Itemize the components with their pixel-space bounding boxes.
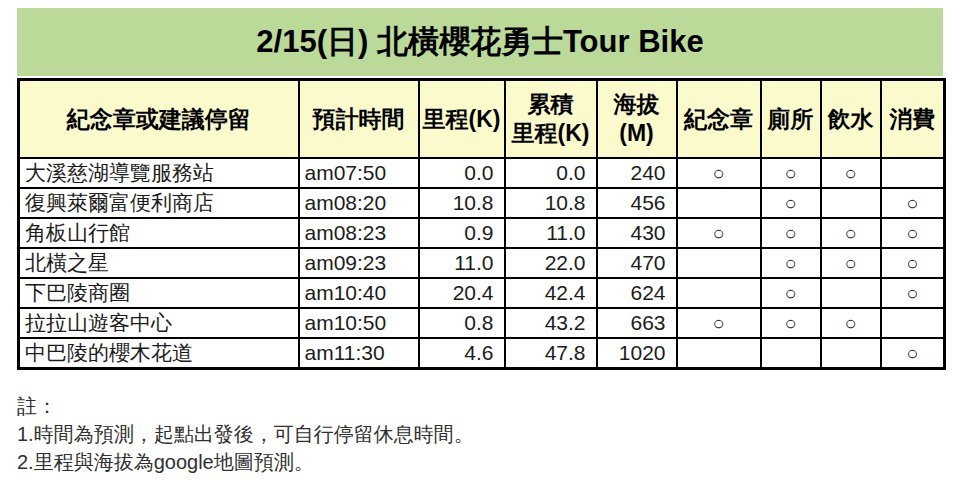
eta-value: am10:50 — [299, 308, 419, 338]
header-row: 紀念章或建議停留 預計時間 里程(K) 累積 里程(K) 海拔 (M) 紀念章 … — [19, 80, 945, 159]
stamp-circle-mark: ○ — [677, 218, 761, 248]
cumulative-distance-value: 10.8 — [505, 188, 597, 218]
table-row: 北橫之星 am09:23 11.0 22.0 470 ○ ○ ○ — [19, 248, 945, 278]
cumulative-distance-value: 22.0 — [505, 248, 597, 278]
table-row: 角板山行館 am08:23 0.9 11.0 430 ○ ○ ○ ○ — [19, 218, 945, 248]
eta-value: am11:30 — [299, 338, 419, 369]
distance-value: 11.0 — [419, 248, 505, 278]
elevation-value: 240 — [597, 158, 677, 188]
stop-name: 復興萊爾富便利商店 — [19, 188, 299, 218]
distance-value: 0.9 — [419, 218, 505, 248]
page: 2/15(日) 北橫櫻花勇士Tour Bike 紀念章或建議停留 預計時間 里程… — [0, 0, 955, 476]
stop-name: 中巴陵的櫻木花道 — [19, 338, 299, 369]
cumulative-distance-value: 11.0 — [505, 218, 597, 248]
elevation-value: 624 — [597, 278, 677, 308]
col-header-cumulative-distance: 累積 里程(K) — [505, 80, 597, 159]
stamp-circle-mark — [677, 188, 761, 218]
cumulative-distance-value: 47.8 — [505, 338, 597, 369]
footnote-line: 1.時間為預測，起點出發後，可自行停留休息時間。 — [17, 420, 943, 448]
water-circle-mark: ○ — [821, 248, 881, 278]
stop-name: 北橫之星 — [19, 248, 299, 278]
cumulative-distance-value: 0.0 — [505, 158, 597, 188]
table-row: 下巴陵商圈 am10:40 20.4 42.4 624 ○ ○ — [19, 278, 945, 308]
tour-schedule-table: 紀念章或建議停留 預計時間 里程(K) 累積 里程(K) 海拔 (M) 紀念章 … — [17, 78, 946, 370]
table-row: 大溪慈湖導覽服務站 am07:50 0.0 0.0 240 ○ ○ ○ — [19, 158, 945, 188]
stamp-circle-mark: ○ — [677, 308, 761, 338]
eta-value: am07:50 — [299, 158, 419, 188]
toilet-circle-mark: ○ — [761, 248, 821, 278]
elevation-value: 663 — [597, 308, 677, 338]
table-row: 拉拉山遊客中心 am10:50 0.8 43.2 663 ○ ○ ○ — [19, 308, 945, 338]
distance-value: 0.8 — [419, 308, 505, 338]
toilet-circle-mark: ○ — [761, 308, 821, 338]
col-header-shopping: 消費 — [881, 80, 945, 159]
stop-name: 大溪慈湖導覽服務站 — [19, 158, 299, 188]
shopping-circle-mark: ○ — [881, 338, 945, 369]
water-circle-mark: ○ — [821, 158, 881, 188]
stamp-circle-mark: ○ — [677, 158, 761, 188]
toilet-circle-mark: ○ — [761, 158, 821, 188]
col-header-toilet: 廁所 — [761, 80, 821, 159]
table-row: 復興萊爾富便利商店 am08:20 10.8 10.8 456 ○ ○ — [19, 188, 945, 218]
eta-value: am08:23 — [299, 218, 419, 248]
page-title: 2/15(日) 北橫櫻花勇士Tour Bike — [17, 8, 943, 76]
col-header-elevation: 海拔 (M) — [597, 80, 677, 159]
water-circle-mark: ○ — [821, 308, 881, 338]
water-circle-mark — [821, 278, 881, 308]
shopping-circle-mark — [881, 308, 945, 338]
table-row: 中巴陵的櫻木花道 am11:30 4.6 47.8 1020 ○ — [19, 338, 945, 369]
col-header-eta: 預計時間 — [299, 80, 419, 159]
col-header-stop: 紀念章或建議停留 — [19, 80, 299, 159]
water-circle-mark: ○ — [821, 218, 881, 248]
footnotes: 註： 1.時間為預測，起點出發後，可自行停留休息時間。 2.里程與海拔為goog… — [17, 392, 943, 476]
elevation-value: 470 — [597, 248, 677, 278]
distance-value: 0.0 — [419, 158, 505, 188]
stamp-circle-mark — [677, 248, 761, 278]
elevation-value: 456 — [597, 188, 677, 218]
eta-value: am09:23 — [299, 248, 419, 278]
elevation-value: 430 — [597, 218, 677, 248]
footnote-line: 2.里程與海拔為google地圖預測。 — [17, 448, 943, 476]
shopping-circle-mark: ○ — [881, 248, 945, 278]
eta-value: am10:40 — [299, 278, 419, 308]
stop-name: 拉拉山遊客中心 — [19, 308, 299, 338]
shopping-circle-mark: ○ — [881, 188, 945, 218]
distance-value: 10.8 — [419, 188, 505, 218]
col-header-water: 飲水 — [821, 80, 881, 159]
stop-name: 下巴陵商圈 — [19, 278, 299, 308]
eta-value: am08:20 — [299, 188, 419, 218]
stamp-circle-mark — [677, 338, 761, 369]
toilet-circle-mark — [761, 338, 821, 369]
elevation-value: 1020 — [597, 338, 677, 369]
col-header-distance: 里程(K) — [419, 80, 505, 159]
toilet-circle-mark: ○ — [761, 218, 821, 248]
stop-name: 角板山行館 — [19, 218, 299, 248]
col-header-stamp: 紀念章 — [677, 80, 761, 159]
shopping-circle-mark — [881, 158, 945, 188]
distance-value: 20.4 — [419, 278, 505, 308]
distance-value: 4.6 — [419, 338, 505, 369]
toilet-circle-mark: ○ — [761, 188, 821, 218]
cumulative-distance-value: 43.2 — [505, 308, 597, 338]
water-circle-mark — [821, 188, 881, 218]
stamp-circle-mark — [677, 278, 761, 308]
toilet-circle-mark: ○ — [761, 278, 821, 308]
footnote-heading: 註： — [17, 392, 943, 420]
water-circle-mark — [821, 338, 881, 369]
cumulative-distance-value: 42.4 — [505, 278, 597, 308]
shopping-circle-mark: ○ — [881, 278, 945, 308]
shopping-circle-mark: ○ — [881, 218, 945, 248]
